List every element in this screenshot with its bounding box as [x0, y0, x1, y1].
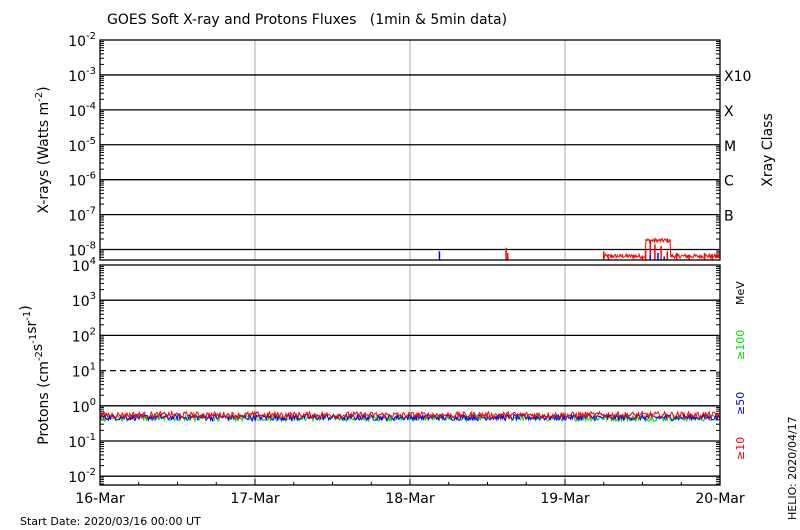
start-date-label: Start Date: 2020/03/16 00:00 UT — [20, 515, 201, 528]
xray-y-tick-label: 10-4 — [68, 101, 96, 120]
x-axis: 16-Mar 17-Mar 18-Mar 19-Mar 20-Mar — [75, 479, 745, 507]
energy-label: ≥10 — [734, 437, 747, 460]
xray-class-label: C — [724, 174, 734, 190]
xray-y-axis-label: X-rays (Watts m-2) — [34, 86, 52, 213]
xray-class-axis-label: Xray Class — [760, 113, 776, 187]
helio-stamp: HELIO: 2020/04/17 — [786, 416, 799, 520]
proton-series-line — [100, 413, 720, 423]
xray-y-tick-label: 10-6 — [68, 171, 96, 190]
proton-series-line — [99, 409, 720, 420]
proton-y-tick-label: 104 — [72, 256, 96, 275]
xray-frame — [99, 39, 721, 261]
x-tick-label: 17-Mar — [230, 491, 280, 507]
proton-y-tick-label: 101 — [72, 362, 96, 381]
xray-y-tick-label: 10-5 — [68, 136, 96, 155]
x-tick-label: 19-Mar — [540, 491, 590, 507]
xray-class-label: X10 — [724, 69, 751, 85]
proton-y-tick-label: 10-1 — [68, 432, 96, 451]
proton-panel: 104 103 102 101 100 10-1 10-2 MeV ≥100 ≥50 ≥10 Prot… — [18, 256, 747, 486]
xray-panel: 10-2 10-3 10-4 10-5 10-6 10-7 10-8 X10 X M C B Xray … — [34, 31, 776, 261]
x-tick-label: 18-Mar — [385, 491, 435, 507]
proton-series-line — [99, 412, 720, 423]
xray-y-tick-label: 10-3 — [68, 66, 96, 85]
proton-y-tick-label: 100 — [72, 397, 96, 416]
xray-series-line — [603, 237, 721, 260]
xray-y-tick-label: 10-2 — [68, 31, 96, 50]
xray-y-tick-label: 10-8 — [68, 241, 96, 260]
xray-class-label: X — [724, 104, 734, 120]
proton-y-tick-label: 103 — [72, 291, 96, 310]
proton-y-tick-label: 10-2 — [68, 467, 96, 486]
xray-class-label: M — [724, 139, 736, 155]
proton-y-tick-label: 102 — [72, 326, 96, 345]
energy-label: ≥100 — [734, 330, 747, 360]
chart-title: GOES Soft X-ray and Protons Fluxes (1min… — [107, 12, 507, 28]
xray-class-label: B — [724, 209, 734, 225]
energy-unit-label: MeV — [734, 281, 747, 305]
xray-y-tick-label: 10-7 — [68, 206, 96, 225]
proton-y-axis-label: Protons (cm-2s-1sr-1) — [18, 305, 52, 444]
x-tick-label: 20-Mar — [695, 491, 745, 507]
x-tick-label: 16-Mar — [75, 491, 125, 507]
energy-label: ≥50 — [734, 392, 747, 415]
